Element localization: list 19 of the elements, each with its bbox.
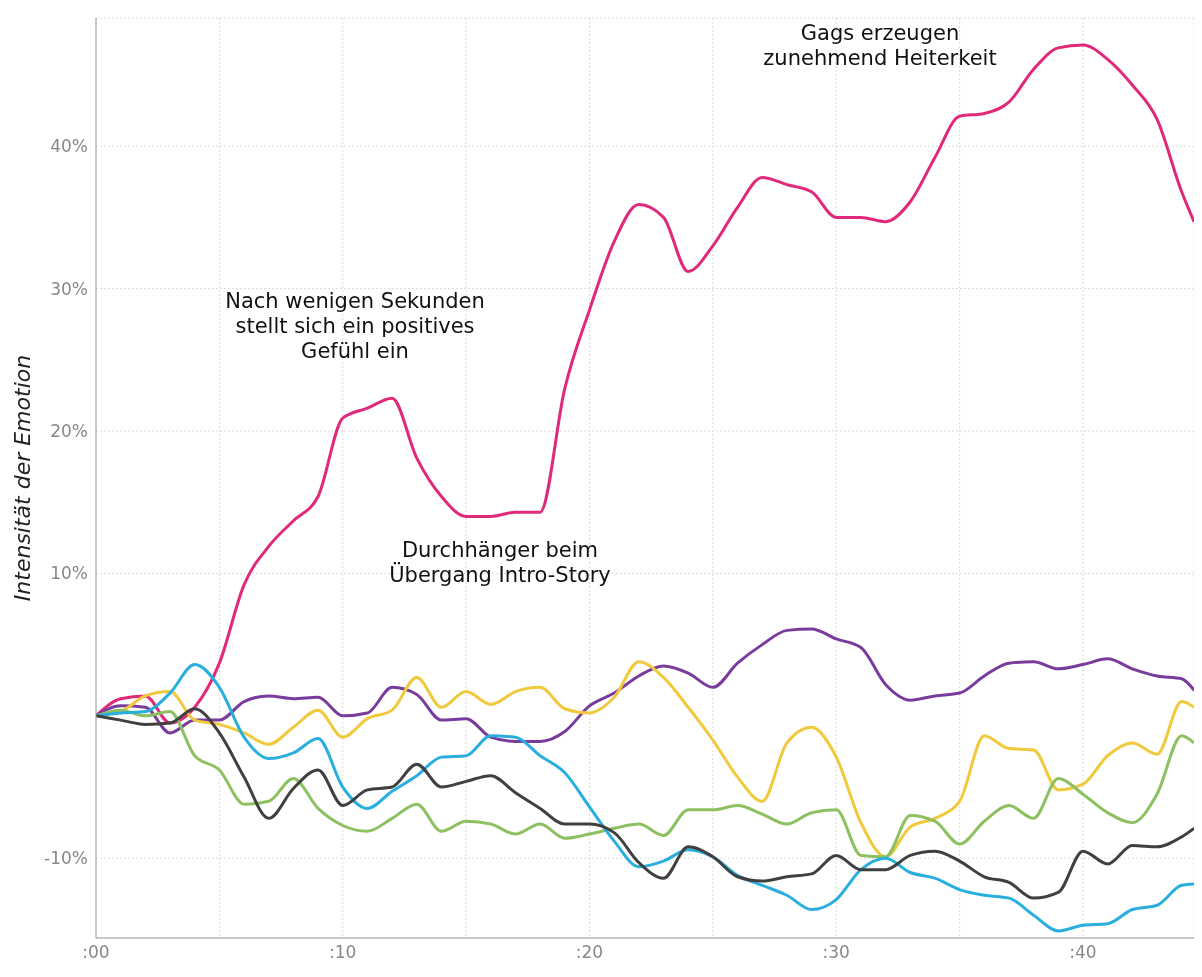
annotation: Gags erzeugen zunehmend Heiterkeit [763,21,997,71]
x-tick-label: :40 [1069,942,1097,963]
annotation: Durchhänger beim Übergang Intro-Story [389,538,611,588]
x-tick-label: :00 [82,942,110,963]
line-series [96,708,1194,859]
y-tick-label: -10% [44,848,88,869]
line-series [96,627,1194,743]
annotation: Nach wenigen Sekunden stellt sich ein positives Gefühl ein [225,288,485,364]
x-tick-label: :10 [329,942,357,963]
x-tick-label: :30 [822,942,850,963]
y-tick-label: 10% [50,563,88,584]
y-axis-title: Intensität der Emotion [9,354,35,602]
line-series [96,663,1194,933]
y-tick-label: 40% [50,136,88,157]
y-tick-label: 20% [50,421,88,442]
line-series [96,707,1194,900]
x-tick-label: :20 [575,942,604,963]
line-series [96,43,1194,725]
y-tick-label: 30% [50,278,88,299]
